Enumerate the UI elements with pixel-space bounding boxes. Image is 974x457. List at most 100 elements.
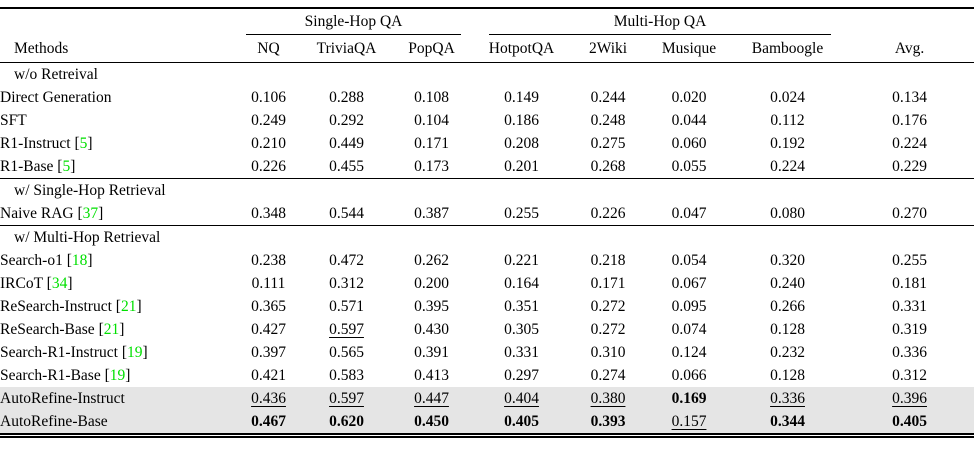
method-name: Search-R1-Base xyxy=(0,367,101,384)
citation-link[interactable]: 37 xyxy=(82,205,99,222)
score-cell-popqa: 0.413 xyxy=(388,364,475,387)
citation-link[interactable]: 21 xyxy=(120,298,137,315)
score-cell-hotpotqa: 0.297 xyxy=(475,364,568,387)
citation-link[interactable]: 18 xyxy=(71,252,88,269)
method-cell: IRCoT [34] xyxy=(0,275,73,292)
score-cell-hotpotqa: 0.186 xyxy=(475,109,568,132)
table-row: Search-R1-Instruct [19] 0.397 0.565 0.391 0.… xyxy=(0,341,974,364)
score-value: 0.472 xyxy=(329,252,364,269)
score-cell-2wiki: 0.310 xyxy=(568,341,648,364)
score-value: 0.044 xyxy=(671,112,707,129)
table-body: w/o Retreival Direct Generation 0.106 0.288… xyxy=(0,63,974,436)
method-cell: Search-R1-Instruct [19] xyxy=(0,344,148,361)
score-cell-bamboogle: 0.192 xyxy=(730,132,845,155)
citation-link[interactable]: 21 xyxy=(103,321,120,338)
score-value: 0.171 xyxy=(414,135,449,152)
score-cell-bamboogle: 0.344 xyxy=(730,410,845,436)
citation-link[interactable]: 5 xyxy=(79,135,88,152)
score-value: 0.319 xyxy=(892,321,927,338)
score-cell-nq: 0.467 xyxy=(232,410,305,436)
score-value: 0.176 xyxy=(892,112,927,129)
score-cell-2wiki: 0.380 xyxy=(568,387,648,410)
score-cell-nq: 0.238 xyxy=(232,249,305,272)
score-value: 0.331 xyxy=(504,344,539,361)
score-value: 0.427 xyxy=(251,321,286,338)
score-value: 0.312 xyxy=(892,367,927,384)
score-cell-avg-: 0.224 xyxy=(845,132,974,155)
method-cell: Direct Generation xyxy=(0,86,232,109)
score-cell-popqa: 0.395 xyxy=(388,295,475,318)
score-value: 0.200 xyxy=(414,275,449,292)
score-cell-popqa: 0.430 xyxy=(388,318,475,341)
score-cell-popqa: 0.171 xyxy=(388,132,475,155)
method-cell: R1-Instruct [5] xyxy=(0,135,93,152)
score-cell-musique: 0.044 xyxy=(648,109,730,132)
score-cell-nq: 0.397 xyxy=(232,341,305,364)
score-value: 0.272 xyxy=(590,298,626,315)
score-cell-2wiki: 0.393 xyxy=(568,410,648,436)
score-cell-hotpotqa: 0.305 xyxy=(475,318,568,341)
score-cell-2wiki: 0.274 xyxy=(568,364,648,387)
score-cell-popqa: 0.173 xyxy=(388,155,475,179)
score-cell-hotpotqa: 0.221 xyxy=(475,249,568,272)
score-value: 0.106 xyxy=(251,89,286,106)
score-value: 0.201 xyxy=(504,158,539,175)
score-cell-musique: 0.157 xyxy=(648,410,730,436)
score-value: 0.268 xyxy=(590,158,626,175)
citation-link[interactable]: 19 xyxy=(126,344,143,361)
score-cell-avg-: 0.405 xyxy=(845,410,974,436)
score-cell-musique: 0.169 xyxy=(648,387,730,410)
column-header-nq: NQ xyxy=(232,36,305,63)
score-cell-nq: 0.427 xyxy=(232,318,305,341)
group-header-spacer xyxy=(0,8,232,36)
score-cell-bamboogle: 0.080 xyxy=(730,202,845,226)
score-cell-avg-: 0.312 xyxy=(845,364,974,387)
score-value: 0.134 xyxy=(892,89,927,106)
score-value: 0.430 xyxy=(414,321,449,338)
score-cell-bamboogle: 0.128 xyxy=(730,364,845,387)
score-cell-2wiki: 0.226 xyxy=(568,202,648,226)
score-value: 0.192 xyxy=(770,135,805,152)
table-row: AutoRefine-Instruct 0.436 0.597 0.447 0.404 0… xyxy=(0,387,974,410)
score-value: 0.436 xyxy=(251,390,286,407)
score-cell-nq: 0.111 xyxy=(232,272,305,295)
citation-link[interactable]: 5 xyxy=(62,158,71,175)
score-value: 0.450 xyxy=(414,413,449,430)
score-cell-2wiki: 0.218 xyxy=(568,249,648,272)
score-value: 0.275 xyxy=(590,135,626,152)
score-cell-bamboogle: 0.224 xyxy=(730,155,845,179)
score-value: 0.066 xyxy=(671,367,707,384)
score-value: 0.571 xyxy=(329,298,364,315)
score-cell-2wiki: 0.244 xyxy=(568,86,648,109)
score-value: 0.080 xyxy=(770,205,805,222)
score-cell-musique: 0.066 xyxy=(648,364,730,387)
citation-link[interactable]: 19 xyxy=(109,367,126,384)
table-row: IRCoT [34] 0.111 0.312 0.200 0.164 0.171 0.067… xyxy=(0,272,974,295)
score-value: 0.249 xyxy=(251,112,286,129)
results-table: Single-Hop QA Multi-Hop QA Methods NQ Trivi… xyxy=(0,7,974,438)
citation-link[interactable]: 34 xyxy=(51,275,68,292)
method-name: Direct Generation xyxy=(0,89,112,106)
method-name: AutoRefine-Base xyxy=(0,413,108,430)
score-cell-hotpotqa: 0.149 xyxy=(475,86,568,109)
score-value: 0.240 xyxy=(770,275,805,292)
score-cell-triviaqa: 0.288 xyxy=(305,86,388,109)
score-cell-triviaqa: 0.620 xyxy=(305,410,388,436)
score-value: 0.266 xyxy=(770,298,805,315)
score-cell-triviaqa: 0.597 xyxy=(305,318,388,341)
score-value: 0.060 xyxy=(671,135,707,152)
score-cell-triviaqa: 0.597 xyxy=(305,387,388,410)
score-value: 0.331 xyxy=(892,298,927,315)
score-value: 0.112 xyxy=(770,112,805,129)
score-value: 0.210 xyxy=(251,135,286,152)
score-cell-triviaqa: 0.312 xyxy=(305,272,388,295)
score-cell-triviaqa: 0.544 xyxy=(305,202,388,226)
score-cell-musique: 0.020 xyxy=(648,86,730,109)
column-header-row: Methods NQ TriviaQA PopQA HotpotQA 2Wiki Musiq… xyxy=(0,36,974,63)
score-cell-nq: 0.421 xyxy=(232,364,305,387)
score-cell-2wiki: 0.272 xyxy=(568,318,648,341)
method-name: R1-Base xyxy=(0,158,54,175)
score-value: 0.104 xyxy=(414,112,449,129)
score-cell-hotpotqa: 0.164 xyxy=(475,272,568,295)
score-value: 0.157 xyxy=(671,413,707,430)
